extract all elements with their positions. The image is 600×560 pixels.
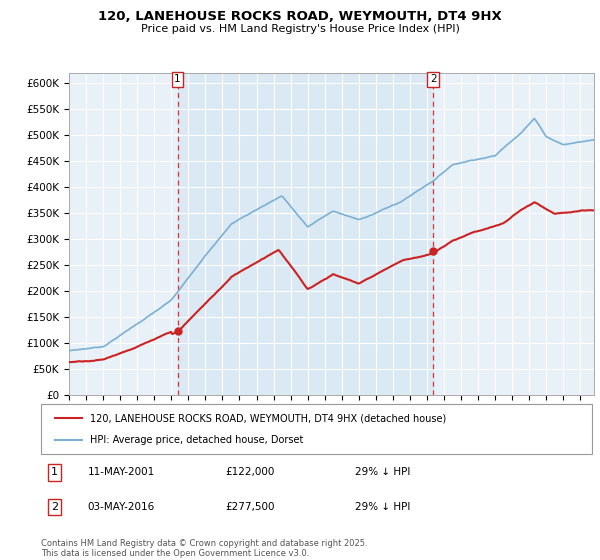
Text: £277,500: £277,500 xyxy=(226,502,275,512)
Text: 03-MAY-2016: 03-MAY-2016 xyxy=(88,502,155,512)
Bar xyxy=(178,73,433,395)
Text: 11-MAY-2001: 11-MAY-2001 xyxy=(88,468,155,478)
Text: 120, LANEHOUSE ROCKS ROAD, WEYMOUTH, DT4 9HX (detached house): 120, LANEHOUSE ROCKS ROAD, WEYMOUTH, DT4… xyxy=(91,413,446,423)
Text: 29% ↓ HPI: 29% ↓ HPI xyxy=(355,502,410,512)
FancyBboxPatch shape xyxy=(41,404,592,454)
Text: 2: 2 xyxy=(51,502,58,512)
Text: Contains HM Land Registry data © Crown copyright and database right 2025.
This d: Contains HM Land Registry data © Crown c… xyxy=(41,539,367,558)
Text: £122,000: £122,000 xyxy=(226,468,275,478)
Text: 2: 2 xyxy=(430,74,437,85)
Text: 1: 1 xyxy=(51,468,58,478)
Text: 120, LANEHOUSE ROCKS ROAD, WEYMOUTH, DT4 9HX: 120, LANEHOUSE ROCKS ROAD, WEYMOUTH, DT4… xyxy=(98,10,502,23)
Text: 29% ↓ HPI: 29% ↓ HPI xyxy=(355,468,410,478)
Text: 1: 1 xyxy=(174,74,181,85)
Text: HPI: Average price, detached house, Dorset: HPI: Average price, detached house, Dors… xyxy=(91,435,304,445)
Text: Price paid vs. HM Land Registry's House Price Index (HPI): Price paid vs. HM Land Registry's House … xyxy=(140,24,460,34)
